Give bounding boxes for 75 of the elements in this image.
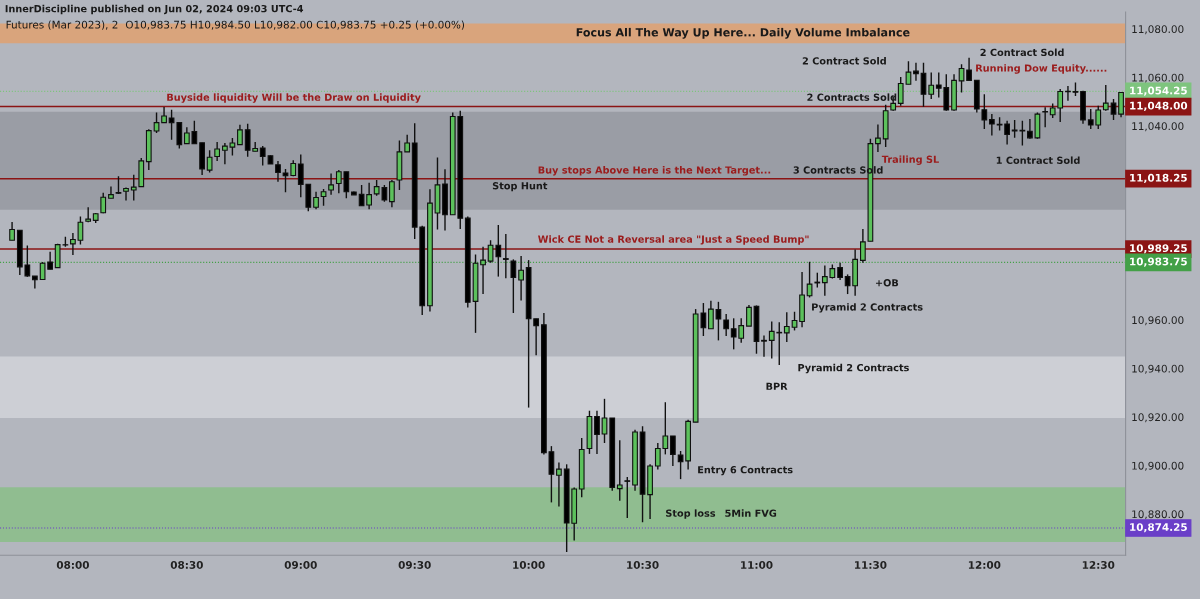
- ref-line-label: 11,054.25: [1130, 86, 1187, 96]
- y-tick-label: 10,960.00: [1132, 316, 1184, 326]
- ref-line-label: 11,048.00: [1130, 101, 1188, 111]
- annotation: Running Dow Equity......: [976, 64, 1107, 74]
- candlestick: [556, 461, 562, 508]
- candlestick: [502, 233, 509, 279]
- candlestick: [1118, 91, 1124, 118]
- annotation: Stop Hunt: [492, 182, 548, 192]
- annotation: BPR: [766, 382, 788, 390]
- annotation: +OB: [875, 279, 899, 287]
- annotation: Buyside liquidity Will be the Draw on Liquidity: [167, 93, 421, 103]
- x-tick-label: 10:30: [627, 561, 659, 569]
- candlestick: [206, 149, 213, 174]
- y-tick-label: 10,900.00: [1132, 461, 1184, 471]
- text: Futures (Mar 2023), 2: [6, 20, 118, 30]
- text: O10,983.75 H10,984.50 L10,982.00 C10,983.75 +0.25 (+0.00%): [125, 20, 465, 30]
- candlestick: [761, 334, 767, 358]
- ref-line-label: 11,018.25: [1130, 173, 1187, 184]
- candlestick: [1102, 84, 1109, 112]
- candlestick: [601, 398, 608, 444]
- annotation: Wick CE Not a Reversal area "Just a Speed Bump": [538, 235, 809, 245]
- band-label: Focus All The Way Up Here... Daily Volume Imbalance: [576, 27, 910, 39]
- x-tick-label: 08:00: [56, 561, 89, 569]
- annotation: Trailing SL: [881, 155, 939, 165]
- ref-line-label: 10,989.25: [1130, 244, 1187, 254]
- y-tick-label: 10,920.00: [1132, 413, 1184, 423]
- x-tick-label: 10:00: [513, 561, 545, 569]
- candlestick: [9, 221, 15, 241]
- x-tick-label: 12:00: [968, 561, 1001, 569]
- candlestick: [594, 410, 600, 455]
- candlestick: [669, 435, 676, 467]
- annotation: 1 Contract Sold: [996, 156, 1080, 164]
- annotation: 2 Contracts Sold: [807, 93, 897, 101]
- candlestick: [510, 258, 517, 314]
- x-tick-label: 11:00: [741, 561, 773, 569]
- candlestick: [875, 123, 881, 153]
- candlestick: [328, 172, 334, 196]
- candlestick: [928, 71, 935, 100]
- annotation: 2 Contract Sold: [802, 57, 886, 65]
- y-tick-label: 11,080.00: [1132, 25, 1184, 35]
- x-tick-label: 09:00: [284, 561, 317, 569]
- candlestick: [783, 311, 790, 343]
- candlestick: [282, 168, 289, 193]
- y-tick-label: 11,040.00: [1132, 122, 1184, 132]
- x-tick-label: 12:30: [1082, 561, 1115, 569]
- candlestick: [746, 304, 752, 327]
- candlestick: [616, 439, 623, 502]
- candlestick: [988, 113, 995, 137]
- candlestick: [913, 61, 919, 82]
- x-tick-label: 09:30: [398, 561, 431, 569]
- candlestick: [237, 124, 243, 146]
- candlestick: [389, 179, 395, 208]
- ref-line-label: 10,874.25: [1130, 523, 1187, 533]
- ref-line-label: 10,983.75: [1130, 257, 1187, 267]
- candlestick: [85, 206, 92, 223]
- y-tick-label: 10,940.00: [1132, 364, 1184, 374]
- candlestick: [624, 476, 631, 519]
- annotation: InnerDiscipline published on Jun 02, 2024 09:03 UTC-4: [5, 4, 304, 15]
- y-tick-label: 11,060.00: [1132, 73, 1184, 83]
- candlestick: [275, 160, 281, 183]
- candlestick: [31, 275, 38, 290]
- annotation: Stop loss: [666, 509, 716, 519]
- annotation: Pyramid 2 Contracts: [798, 363, 909, 374]
- y-tick-label: 10,880.00: [1132, 510, 1184, 520]
- annotation: Pyramid 2 Contracts: [812, 303, 923, 313]
- candlestick: [723, 313, 730, 337]
- candlestick: [518, 255, 524, 302]
- candlestick: [1042, 106, 1049, 128]
- annotation: Entry 6 Contracts: [698, 466, 793, 476]
- annotation: 2 Contract Sold: [980, 48, 1064, 57]
- x-tick-label: 11:30: [855, 561, 887, 569]
- annotation: 5Min FVG: [725, 509, 777, 517]
- x-tick-label: 08:30: [170, 561, 203, 569]
- candlestick: [214, 141, 221, 162]
- annotation: Buy stops Above Here is the Next Target...: [538, 166, 771, 176]
